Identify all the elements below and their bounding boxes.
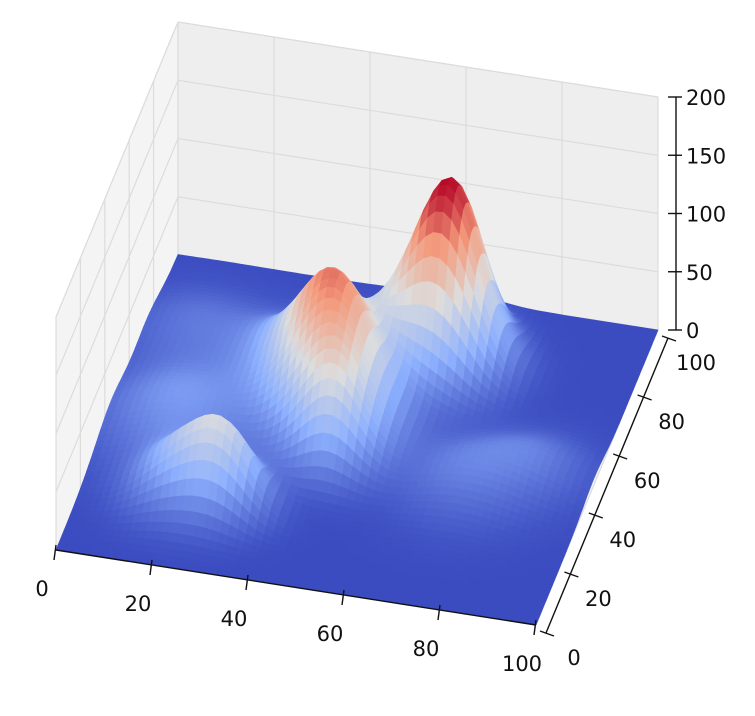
- x-tick-mark: [53, 544, 57, 561]
- x-tick-mark: [437, 604, 441, 621]
- tick-labels: 0 20 40 60 80 100 0 20 40 60 80 100 0 50 100 150 200: [35, 86, 726, 676]
- y-tick-mark: [564, 571, 579, 578]
- x-tick-mark: [149, 559, 153, 576]
- x-tick-label: 0: [35, 577, 48, 601]
- x-tick-mark: [245, 574, 249, 591]
- y-tick-mark: [661, 335, 677, 342]
- y-tick-mark: [637, 394, 652, 401]
- y-tick-mark: [539, 630, 555, 637]
- y-tick-label: 60: [634, 469, 661, 493]
- z-tick-label: 200: [686, 86, 726, 110]
- x-tick-mark: [533, 619, 537, 636]
- z-tick-label: 0: [686, 319, 699, 343]
- surface: [55, 176, 659, 626]
- y-tick-label: 0: [567, 646, 580, 670]
- x-tick-label: 60: [317, 622, 344, 646]
- z-tick-label: 100: [686, 203, 726, 227]
- x-tick-label: 20: [125, 592, 152, 616]
- y-tick-label: 100: [676, 351, 716, 375]
- x-tick-label: 40: [221, 607, 248, 631]
- y-tick-mark: [588, 512, 604, 519]
- x-tick-label: 100: [502, 652, 542, 676]
- y-tick-label: 40: [609, 528, 636, 552]
- tick-marks: [53, 96, 682, 637]
- z-tick-label: 150: [686, 144, 726, 168]
- x-tick-label: 80: [413, 637, 440, 661]
- x-tick-mark: [341, 589, 345, 606]
- y-tick-mark: [612, 453, 628, 460]
- y-tick-label: 20: [585, 587, 612, 611]
- y-axis-line: [545, 337, 669, 634]
- y-tick-label: 80: [658, 410, 685, 434]
- x-axis-line: [55, 549, 537, 626]
- z-tick-label: 50: [686, 261, 713, 285]
